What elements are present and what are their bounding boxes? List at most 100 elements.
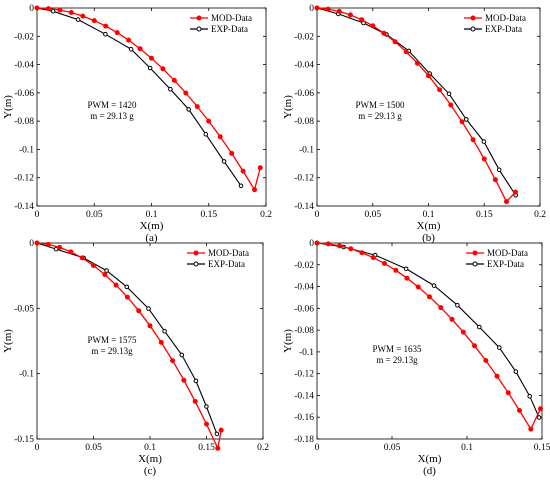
y-tick-label: 0: [29, 239, 34, 249]
data-point: [168, 86, 173, 92]
annotation-text: m = 29.13g: [376, 355, 418, 365]
legend-label: EXP-Data: [211, 24, 248, 34]
data-point: [103, 23, 109, 29]
data-point: [240, 168, 246, 174]
y-tick-label: -0.14: [294, 202, 314, 212]
data-point: [448, 102, 454, 108]
data-point: [136, 308, 142, 314]
data-point: [460, 329, 466, 335]
data-point: [426, 73, 431, 79]
annotation-text: PWM = 1635: [372, 344, 422, 354]
data-point: [102, 272, 108, 277]
y-tick-label: -0.06: [294, 304, 314, 314]
y-tick-label: -0.08: [294, 117, 314, 127]
panel-label: (a): [145, 232, 158, 244]
data-point: [527, 393, 533, 399]
data-point: [34, 5, 40, 11]
data-point: [415, 284, 421, 290]
data-point: [50, 9, 56, 14]
legend-marker: [470, 15, 476, 21]
chart-panel: 0 0.05 0.1 0.15 0.2 0 -0.02 -0.04 -0.06 -0.08 -0.1…: [2, 4, 272, 244]
data-point: [257, 165, 263, 171]
data-point: [381, 30, 387, 36]
legend-label: MOD-Data: [211, 13, 252, 23]
data-point: [221, 159, 227, 164]
y-tick-label: -0.12: [14, 174, 34, 184]
legend-marker: [196, 26, 202, 32]
data-point: [481, 156, 487, 162]
data-point: [393, 267, 399, 273]
data-point: [348, 246, 354, 252]
x-tick-label: 0.2: [257, 443, 269, 453]
data-point: [104, 268, 109, 273]
plot-frame: [36, 7, 267, 207]
legend-label: EXP-Data: [208, 259, 245, 269]
y-tick-label: 0: [29, 4, 34, 14]
data-point: [68, 10, 74, 15]
annotation-text: m = 29.13g: [91, 346, 133, 356]
data-point: [464, 117, 469, 122]
x-tick-label: 0.1: [146, 210, 158, 220]
data-point: [431, 283, 437, 288]
data-point: [536, 415, 542, 420]
plot-frame: [316, 7, 541, 207]
annotation-text: m = 29.13 g: [90, 111, 134, 121]
x-tick-label: 0.05: [364, 210, 381, 220]
data-point: [483, 358, 489, 363]
data-point: [126, 37, 132, 43]
y-tick-label: -0.1: [299, 348, 314, 358]
data-point: [147, 65, 153, 71]
data-point: [160, 66, 166, 72]
x-tick-label: 0.05: [85, 443, 102, 453]
y-tick-label: -0.16: [294, 413, 314, 423]
data-point: [336, 8, 342, 14]
y-tick-label: -0.08: [294, 326, 314, 336]
y-axis-label: Y(m): [2, 329, 14, 353]
data-point: [538, 406, 543, 412]
data-point: [472, 343, 477, 349]
y-tick-label: -0.1: [19, 370, 34, 380]
data-point: [113, 282, 119, 288]
chart-panel: 0 0.05 0.1 0.15 0.2 0 -0.05 -0.1 -0.15 X(m)(c) Y(m…: [2, 239, 269, 477]
panel-label: (b): [422, 232, 435, 244]
data-point: [337, 243, 342, 249]
y-axis-label: Y(m): [2, 95, 14, 119]
x-axis-label: X(m): [140, 220, 164, 232]
data-point: [513, 189, 518, 195]
data-point: [179, 352, 185, 358]
data-point: [252, 187, 257, 193]
y-axis-label: Y(m): [282, 329, 294, 353]
data-point: [314, 240, 320, 246]
legend-marker: [470, 26, 476, 32]
x-tick-label: 0.15: [476, 210, 493, 220]
data-point: [347, 12, 353, 18]
data-point: [203, 131, 209, 137]
data-point: [181, 377, 187, 383]
data-point: [497, 345, 502, 350]
series-line: [316, 7, 517, 196]
data-point: [79, 255, 85, 261]
data-point: [103, 31, 108, 37]
x-tick-label: 0: [315, 210, 320, 220]
plot-frame: [316, 242, 543, 440]
data-point: [218, 427, 224, 433]
data-point: [438, 305, 444, 311]
data-point: [146, 306, 151, 311]
chart-panel: 0 0.05 0.1 0.15 0.2 0 -0.02 -0.04 -0.06 -0.08 -0.1…: [282, 4, 546, 244]
data-point: [359, 17, 365, 23]
y-tick-label: -0.02: [14, 32, 34, 42]
data-point: [392, 39, 398, 45]
y-tick-label: -0.02: [294, 32, 314, 42]
data-point: [91, 18, 97, 24]
data-point: [186, 107, 191, 112]
data-point: [114, 30, 120, 36]
data-point: [34, 240, 40, 246]
x-tick-label: 0.15: [200, 210, 217, 220]
x-tick-label: 0.1: [461, 443, 473, 453]
data-point: [449, 316, 455, 322]
data-point: [204, 421, 209, 427]
x-tick-label: 0.1: [423, 210, 435, 220]
panel-label: (c): [144, 465, 157, 477]
annotation-text: PWM = 1420: [87, 100, 137, 110]
